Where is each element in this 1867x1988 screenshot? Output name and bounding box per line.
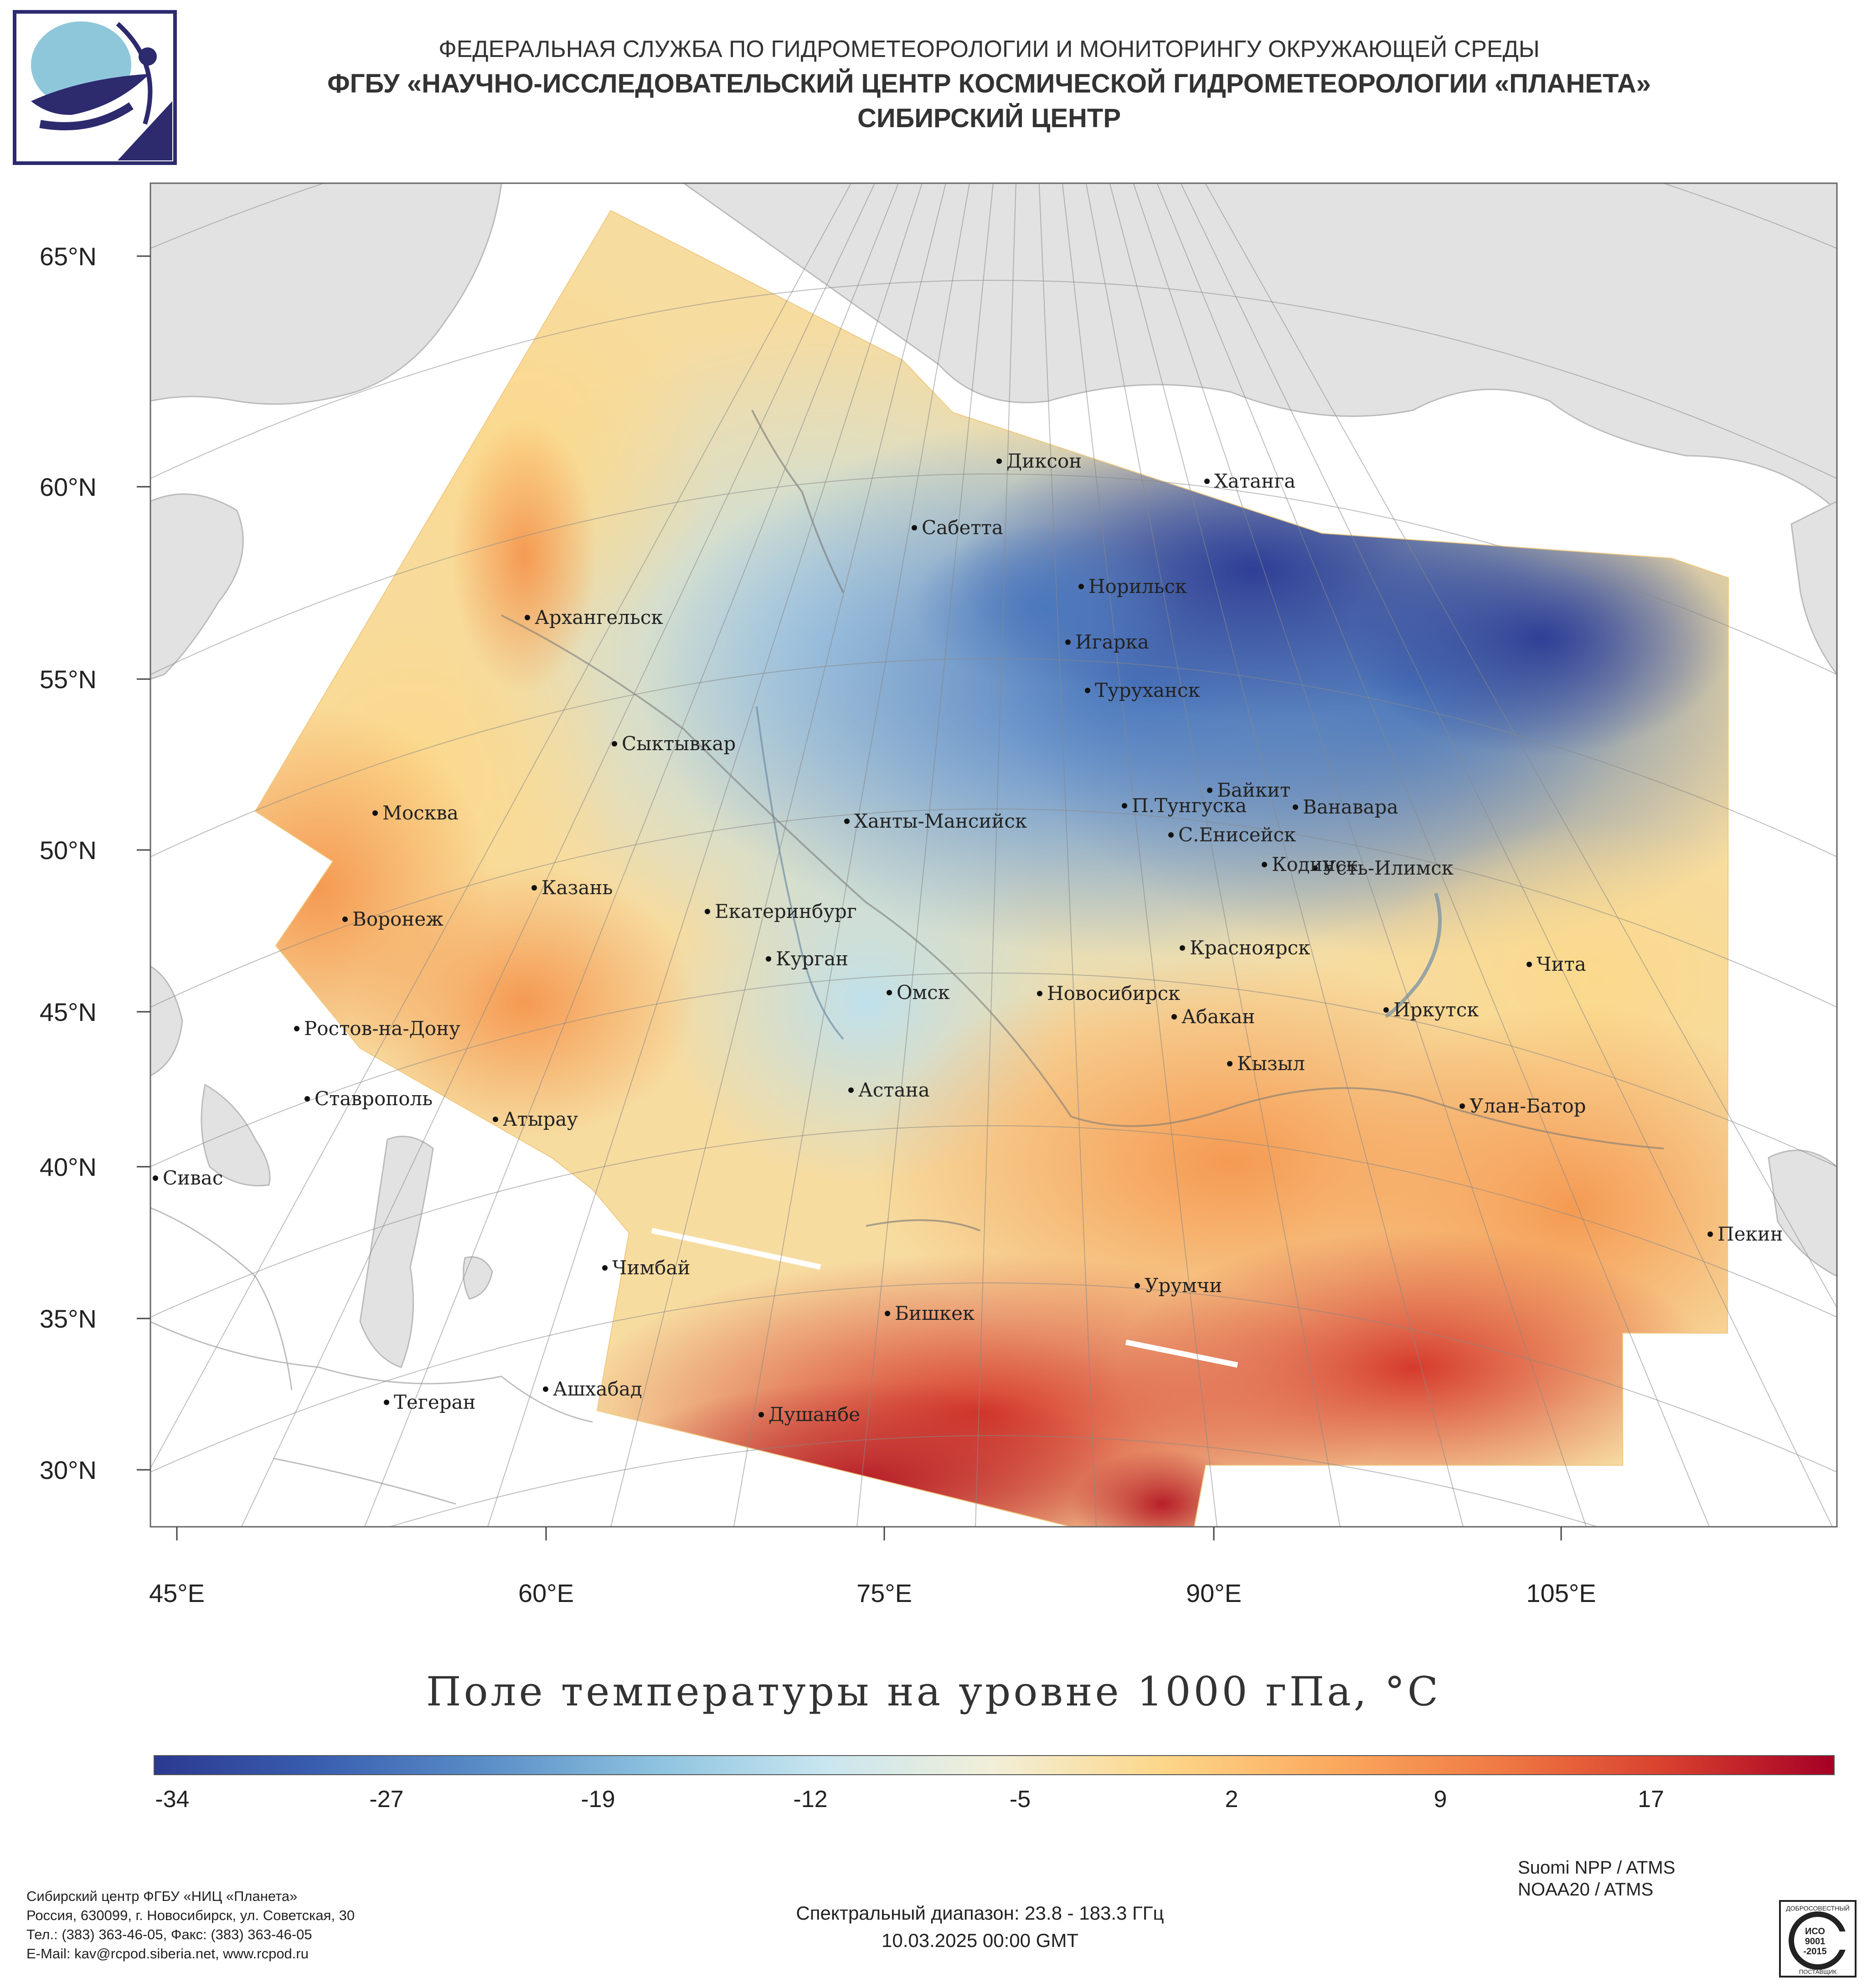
colorbar-tick: -5: [1010, 1786, 1031, 1813]
spectral-range: Спектральный диапазон: 23.8 - 183.3 ГГц: [796, 1902, 1164, 1924]
org-name: Сибирский центр ФГБУ «НИЦ «Планета»: [26, 1888, 298, 1904]
city-label: Абакан: [1181, 1005, 1255, 1028]
cert-bottom-text: ПОСТАВЩИК: [1799, 1968, 1837, 1975]
lon-label: 90°E: [1186, 1579, 1242, 1607]
city-label: Ставрополь: [315, 1087, 433, 1110]
city-label: Байкит: [1217, 779, 1290, 801]
header-ministry: ФЕДЕРАЛЬНАЯ СЛУЖБА ПО ГИДРОМЕТЕОРОЛОГИИ …: [438, 36, 1540, 62]
map-frame: [150, 182, 1838, 1528]
org-phone: Тел.: (383) 363-46-05, Факс: (383) 363-4…: [26, 1926, 312, 1942]
org-email: E-Mail: kav@rcpod.siberia.net, www.rcpod…: [26, 1946, 309, 1962]
contact-block: Сибирский центр ФГБУ «НИЦ «Планета» Росс…: [26, 1887, 355, 1963]
city-label: Новосибирск: [1047, 982, 1180, 1004]
city-label: Ашхабад: [553, 1378, 642, 1400]
header-institute: ФГБУ «НАУЧНО-ИССЛЕДОВАТЕЛЬСКИЙ ЦЕНТР КОС…: [327, 69, 1651, 98]
city-label: Усть-Илимск: [1322, 857, 1454, 879]
city-label: Чита: [1537, 953, 1586, 975]
observation-datetime: 10.03.2025 00:00 GMT: [882, 1930, 1078, 1951]
satellite-2: NOAA20 / ATMS: [1518, 1880, 1654, 1900]
cert-number: 9001: [1805, 1936, 1826, 1947]
city-label: Бишкек: [895, 1302, 975, 1324]
city-label: Архангельск: [535, 606, 663, 628]
city-label: Атырау: [503, 1108, 578, 1130]
city-label: Душанбе: [768, 1403, 860, 1426]
product-info: Спектральный диапазон: 23.8 - 183.3 ГГц …: [684, 1900, 1276, 1954]
satellite-list: Suomi NPP / ATMS NOAA20 / ATMS: [1518, 1857, 1675, 1900]
city-label: Тегеран: [394, 1391, 476, 1413]
city-label: Игарка: [1075, 631, 1149, 653]
city-label: Курган: [776, 948, 848, 970]
city-label: Казань: [542, 876, 613, 899]
colorbar: -34 -27 -19 -12 -5 2 9 17: [154, 1755, 1835, 1813]
lat-label: 35°N: [40, 1304, 97, 1333]
lon-label: 75°E: [856, 1579, 912, 1607]
city-label: Ростов-на-Дону: [304, 1017, 460, 1040]
city-label: С.Енисейск: [1178, 824, 1296, 846]
lat-label: 50°N: [40, 836, 97, 865]
city-label: Сыктывкар: [622, 732, 736, 755]
colorbar-gradient: [154, 1755, 1835, 1775]
city-label: Сабетта: [922, 516, 1003, 539]
map-title: Поле температуры на уровне 1000 гПа, °C: [426, 1668, 1441, 1715]
colorbar-tick: -12: [793, 1786, 827, 1813]
city-label: Иркутск: [1393, 999, 1479, 1021]
lat-label: 30°N: [40, 1456, 97, 1484]
city-label: Кызыл: [1237, 1052, 1305, 1075]
city-label: Сивас: [163, 1167, 223, 1189]
city-label: Красноярск: [1190, 937, 1310, 959]
lat-label: 40°N: [40, 1153, 97, 1181]
org-address: Россия, 630099, г. Новосибирск, ул. Сове…: [26, 1907, 355, 1923]
city-label: Диксон: [1006, 450, 1082, 472]
city-label: Кодинск: [1272, 853, 1358, 876]
city-label: Пекин: [1717, 1223, 1783, 1245]
lat-label: 65°N: [40, 242, 97, 271]
city-label: Хатанга: [1214, 470, 1295, 492]
city-label: Урумчи: [1145, 1274, 1222, 1297]
colorbar-tick: 2: [1225, 1786, 1238, 1813]
city-label: Норильск: [1088, 575, 1187, 597]
planeta-logo: [13, 10, 177, 165]
city-label: Ханты-Мансийск: [854, 810, 1027, 832]
satellite-1: Suomi NPP / ATMS: [1518, 1858, 1676, 1878]
temperature-map: Диксон Хатанга Сабетта Норильск Архангел…: [40, 182, 1838, 1607]
colorbar-tick: -34: [155, 1786, 189, 1813]
iso-certificate-badge: ДОБРОСОВЕСТНЫЙ ИСО 9001 -2015 ПОСТАВЩИК: [1779, 1900, 1857, 1978]
lon-label: 45°E: [149, 1579, 205, 1607]
city-label: Астана: [858, 1079, 930, 1101]
colorbar-tick: -19: [581, 1786, 615, 1813]
colorbar-tick: 9: [1434, 1786, 1447, 1813]
city-label: Ванавара: [1303, 796, 1398, 818]
city-label: Москва: [382, 802, 459, 824]
city-label: П.Тунгуска: [1132, 794, 1247, 817]
lon-label: 60°E: [518, 1579, 574, 1607]
lat-label: 45°N: [40, 998, 97, 1026]
header-center: СИБИРСКИЙ ЦЕНТР: [857, 103, 1121, 133]
city-label: Омск: [897, 981, 950, 1004]
lat-label: 60°N: [40, 473, 97, 501]
cert-iso: ИСО: [1805, 1926, 1825, 1936]
city-label: Чимбай: [612, 1257, 690, 1279]
cert-year: -2015: [1803, 1947, 1826, 1957]
city-label: Екатеринбург: [715, 900, 857, 922]
city-label: Туруханск: [1095, 679, 1200, 701]
city-label: Воронеж: [352, 908, 444, 930]
lon-label: 105°E: [1526, 1579, 1596, 1607]
city-label: Улан-Батор: [1470, 1095, 1586, 1117]
colorbar-tick: 17: [1638, 1786, 1664, 1813]
lat-label: 55°N: [40, 665, 97, 694]
cert-top-text: ДОБРОСОВЕСТНЫЙ: [1786, 1904, 1850, 1912]
colorbar-tick: -27: [369, 1786, 403, 1813]
